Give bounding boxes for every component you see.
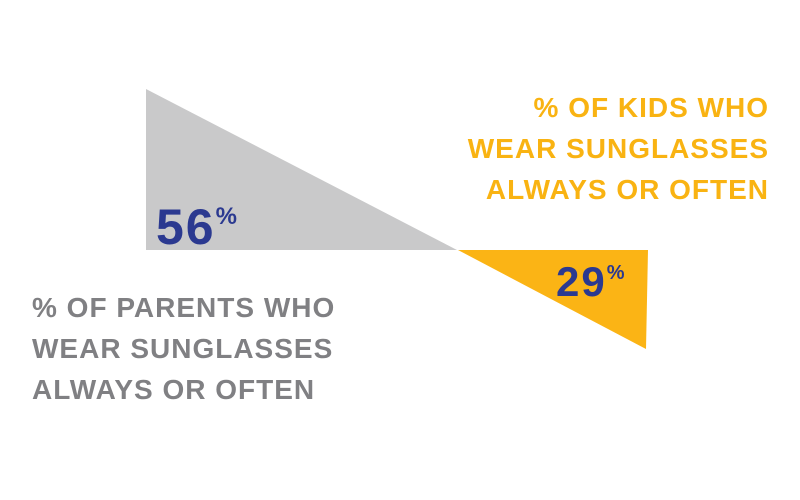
parents-heading-line-1: % OF PARENTS WHO: [32, 292, 336, 323]
kids-triangle: [458, 250, 648, 349]
parents-heading-line-3: ALWAYS OR OFTEN: [32, 374, 316, 405]
kids-heading-line-2: WEAR SUNGLASSES: [467, 133, 769, 164]
kids-heading: % OF KIDS WHO WEAR SUNGLASSES ALWAYS OR …: [468, 87, 769, 210]
kids-value: 29: [556, 258, 607, 305]
parents-heading: % OF PARENTS WHO WEAR SUNGLASSES ALWAYS …: [32, 287, 335, 410]
kids-percent-sign: %: [606, 262, 625, 284]
parents-value-label: 56%: [156, 202, 237, 252]
parents-heading-line-2: WEAR SUNGLASSES: [32, 333, 334, 364]
parents-value: 56: [156, 199, 216, 255]
kids-heading-line-1: % OF KIDS WHO: [533, 92, 769, 123]
parents-percent-sign: %: [215, 203, 237, 230]
kids-value-label: 29%: [556, 261, 625, 303]
parents-triangle: [146, 89, 457, 250]
kids-heading-line-3: ALWAYS OR OFTEN: [485, 174, 769, 205]
